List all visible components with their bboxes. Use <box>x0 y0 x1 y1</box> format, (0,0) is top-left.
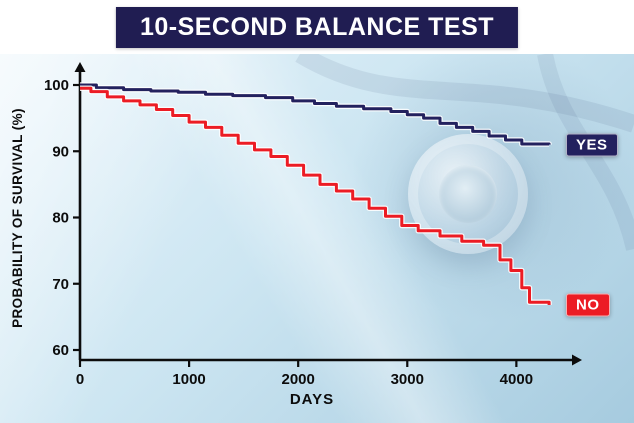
x-tick-label: 1000 <box>172 371 205 388</box>
chart-title-banner: 10-SECOND BALANCE TEST <box>115 7 519 48</box>
series-halo-yes <box>80 82 552 147</box>
x-axis-arrow <box>572 354 582 366</box>
stethoscope-bell <box>408 134 528 254</box>
x-tick-label: 0 <box>76 371 84 388</box>
y-tick-label: 90 <box>52 143 69 160</box>
series-label-yes: YES <box>566 133 618 157</box>
y-tick-label: 70 <box>52 276 69 293</box>
x-tick-label: 4000 <box>500 371 533 388</box>
y-tick-label: 100 <box>44 77 69 94</box>
series-line-yes <box>80 83 551 146</box>
y-axis-arrow <box>74 62 86 72</box>
series-halo-no <box>80 85 552 306</box>
x-tick-label: 2000 <box>281 371 314 388</box>
series-line-no <box>80 86 551 305</box>
x-axis-label: DAYS <box>290 391 334 408</box>
y-tick-label: 80 <box>52 210 69 227</box>
y-axis-label: PROBABILITY OF SURVIVAL (%) <box>10 108 25 328</box>
background-photo <box>0 54 634 423</box>
chart-title: 10-SECOND BALANCE TEST <box>139 13 495 41</box>
x-tick-label: 3000 <box>391 371 424 388</box>
y-tick-label: 60 <box>52 342 69 359</box>
stethoscope-bell-center <box>439 165 497 223</box>
series-label-no: NO <box>566 293 610 317</box>
